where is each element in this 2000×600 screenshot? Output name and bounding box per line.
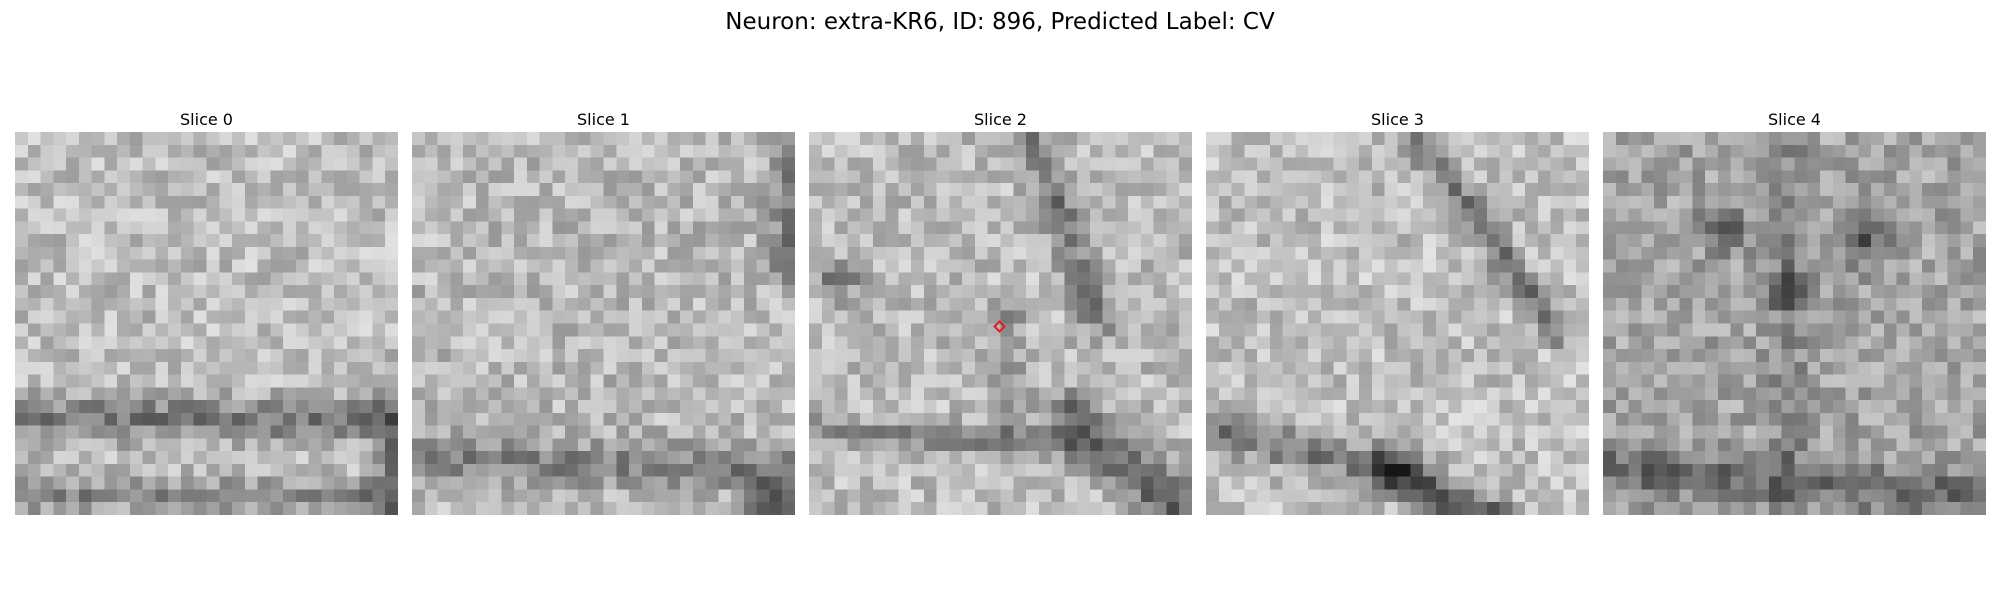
slice-image-2 xyxy=(809,132,1192,515)
slice-panel-2: Slice 2 xyxy=(809,108,1192,515)
slice-title: Slice 2 xyxy=(974,110,1027,129)
figure-title: Neuron: extra-KR6, ID: 896, Predicted La… xyxy=(725,9,1275,35)
slice-image-4 xyxy=(1603,132,1986,515)
slice-title: Slice 0 xyxy=(180,110,233,129)
slice-title: Slice 4 xyxy=(1768,110,1821,129)
slice-panel-0: Slice 0 xyxy=(15,108,398,515)
slice-panel-1: Slice 1 xyxy=(412,108,795,515)
slice-image-1 xyxy=(412,132,795,515)
slice-title: Slice 3 xyxy=(1371,110,1424,129)
slice-panel-4: Slice 4 xyxy=(1603,108,1986,515)
slice-title: Slice 1 xyxy=(577,110,630,129)
slice-panel-3: Slice 3 xyxy=(1206,108,1589,515)
slice-image-3 xyxy=(1206,132,1589,515)
slice-image-0 xyxy=(15,132,398,515)
